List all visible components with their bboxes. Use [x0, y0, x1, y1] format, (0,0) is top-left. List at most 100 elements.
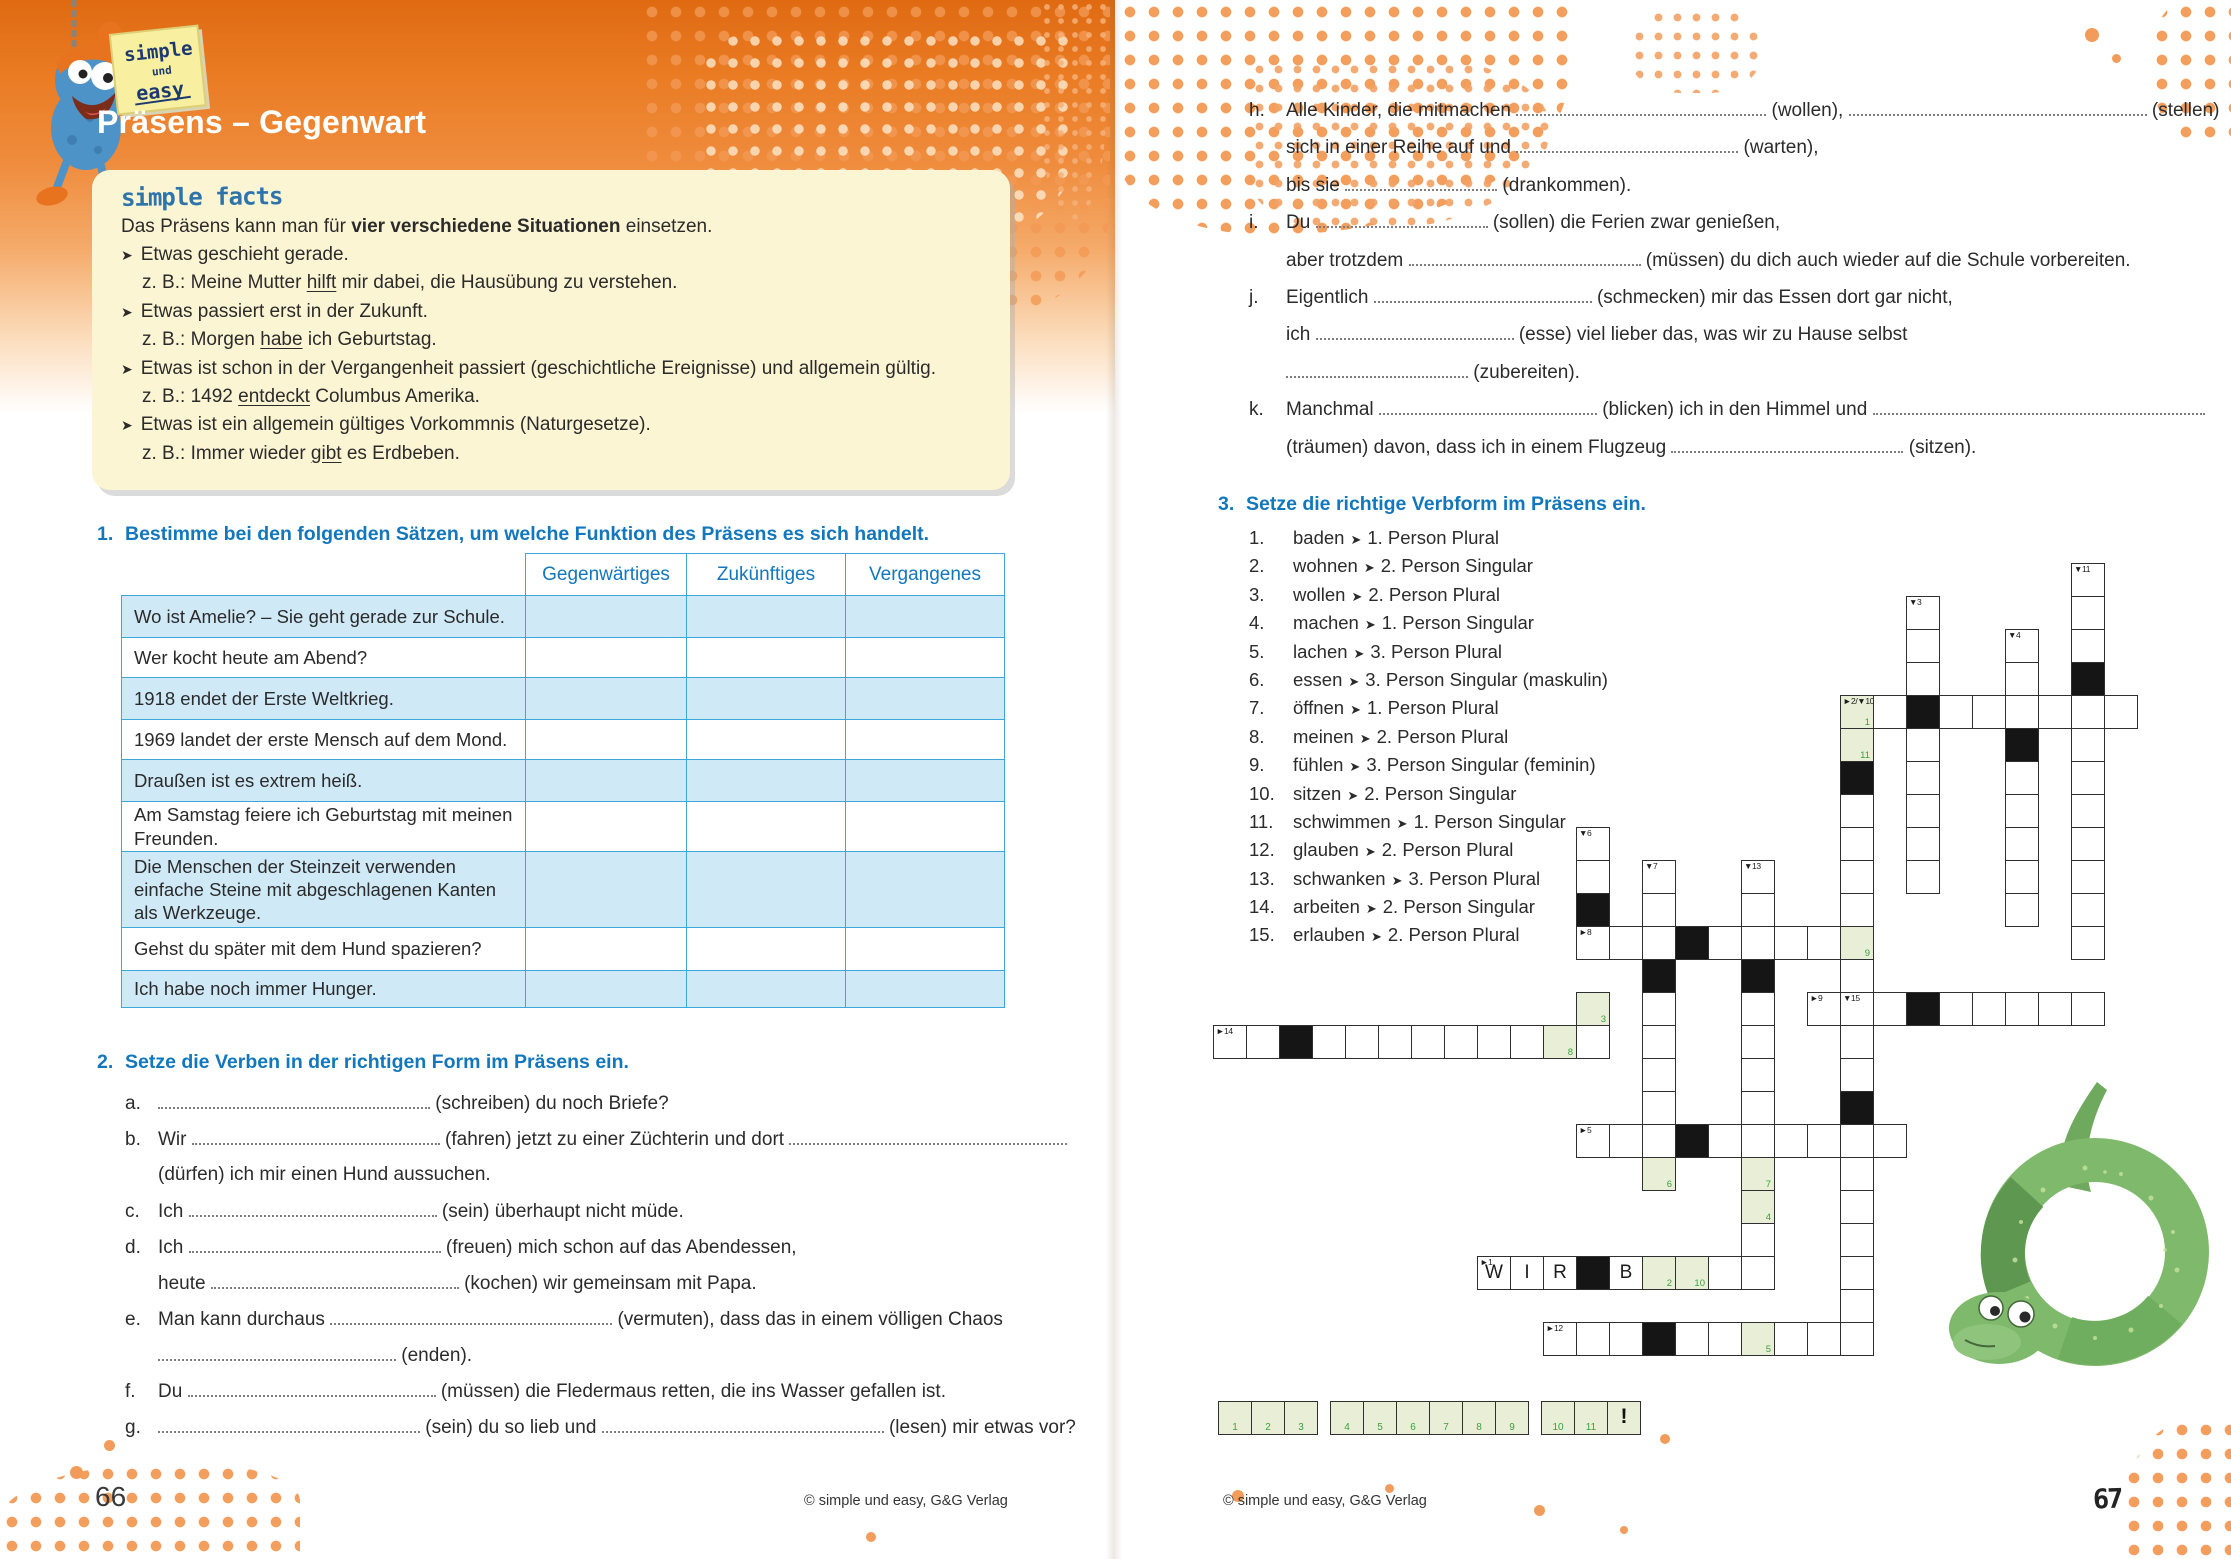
crossword-cell[interactable]: ►5 [1576, 1124, 1610, 1158]
table-answer-cell[interactable] [845, 677, 1005, 720]
crossword-cell[interactable] [1312, 1025, 1346, 1059]
crossword-cell[interactable] [1576, 1322, 1610, 1356]
blank-line[interactable] [1872, 398, 2205, 416]
crossword-cell[interactable] [1246, 1025, 1280, 1059]
crossword-cell[interactable]: ►12 [1543, 1322, 1577, 1356]
crossword-cell[interactable] [2005, 827, 2039, 861]
crossword-cell[interactable] [1642, 1058, 1676, 1092]
blank-line[interactable] [1671, 436, 1904, 453]
blank-line[interactable] [1516, 136, 1739, 154]
table-answer-cell[interactable] [525, 851, 687, 928]
crossword-cell[interactable] [1807, 926, 1841, 960]
table-answer-cell[interactable] [525, 677, 687, 720]
crossword-cell[interactable] [1708, 1256, 1742, 1290]
crossword-cell[interactable] [1741, 1025, 1775, 1059]
crossword-cell[interactable] [1774, 1322, 1808, 1356]
table-answer-cell[interactable] [686, 759, 846, 802]
blank-line[interactable] [1373, 286, 1592, 303]
crossword-cell[interactable]: ▼15 [1840, 992, 1874, 1026]
blank-line[interactable] [158, 1416, 420, 1433]
crossword-cell[interactable] [1840, 893, 1874, 927]
crossword-cell[interactable] [2071, 596, 2105, 630]
crossword-green-cell[interactable]: 5 [1741, 1322, 1775, 1356]
crossword-cell[interactable] [1972, 992, 2006, 1026]
table-answer-cell[interactable] [525, 595, 687, 638]
crossword-cell[interactable] [1576, 860, 1610, 894]
crossword-cell[interactable] [1378, 1025, 1412, 1059]
blank-line[interactable] [1516, 99, 1767, 116]
answer-strip-cell[interactable]: 9 [1495, 1401, 1529, 1435]
crossword-cell[interactable] [1840, 827, 1874, 861]
crossword-green-cell[interactable]: 8 [1543, 1025, 1577, 1059]
blank-line[interactable] [1848, 99, 2147, 116]
crossword-cell[interactable] [1708, 1322, 1742, 1356]
blank-line[interactable] [1408, 249, 1641, 266]
table-answer-cell[interactable] [525, 719, 687, 760]
blank-line[interactable] [158, 1092, 430, 1109]
crossword-cell[interactable] [1906, 827, 1940, 861]
crossword-cell[interactable] [1609, 1124, 1643, 1158]
crossword-cell[interactable] [1840, 1223, 1874, 1257]
crossword-green-cell[interactable]: 2 [1642, 1256, 1676, 1290]
crossword-cell[interactable] [1411, 1025, 1445, 1059]
blank-line[interactable] [330, 1308, 613, 1325]
crossword-cell[interactable]: ►9 [1807, 992, 1841, 1026]
crossword-cell[interactable] [2038, 992, 2072, 1026]
blank-line[interactable] [188, 1200, 437, 1217]
crossword-cell[interactable]: ▼6 [1576, 827, 1610, 861]
crossword-cell[interactable] [1840, 794, 1874, 828]
blank-line[interactable] [188, 1236, 441, 1253]
crossword-cell[interactable] [1741, 926, 1775, 960]
crossword-cell[interactable] [1675, 1322, 1709, 1356]
crossword-cell[interactable] [1906, 860, 1940, 894]
crossword-cell[interactable] [1840, 860, 1874, 894]
crossword-cell[interactable] [1642, 992, 1676, 1026]
answer-strip-cell[interactable]: 4 [1330, 1401, 1364, 1435]
crossword-cell[interactable] [2071, 794, 2105, 828]
table-answer-cell[interactable] [686, 801, 846, 852]
table-answer-cell[interactable] [686, 595, 846, 638]
crossword-cell[interactable] [2071, 761, 2105, 795]
crossword-cell[interactable] [1906, 662, 1940, 696]
blank-line[interactable] [1315, 211, 1488, 229]
crossword-cell[interactable] [2005, 992, 2039, 1026]
answer-strip-cell[interactable]: 3 [1284, 1401, 1318, 1435]
crossword-cell[interactable] [1642, 1091, 1676, 1125]
crossword-cell[interactable] [2005, 662, 2039, 696]
answer-strip-cell[interactable]: 1 [1218, 1401, 1252, 1435]
crossword-cell[interactable] [1840, 959, 1874, 993]
crossword-cell[interactable] [1906, 629, 1940, 663]
answer-strip-cell[interactable]: 10 [1541, 1401, 1575, 1435]
answer-strip-cell[interactable]: 2 [1251, 1401, 1285, 1435]
crossword-cell[interactable] [2038, 695, 2072, 729]
crossword-cell[interactable] [1708, 1124, 1742, 1158]
table-answer-cell[interactable] [686, 851, 846, 928]
blank-line[interactable] [1315, 323, 1514, 341]
crossword-cell[interactable] [1939, 695, 1973, 729]
crossword-green-cell[interactable]: 7 [1741, 1157, 1775, 1191]
table-answer-cell[interactable] [525, 637, 687, 678]
crossword-cell[interactable] [1444, 1025, 1478, 1059]
crossword-cell[interactable] [2005, 695, 2039, 729]
crossword-cell[interactable] [1741, 1124, 1775, 1158]
crossword-cell[interactable] [1609, 926, 1643, 960]
crossword-cell[interactable] [2104, 695, 2138, 729]
blank-line[interactable] [601, 1416, 884, 1433]
crossword-cell[interactable] [2071, 629, 2105, 663]
blank-line[interactable] [158, 1344, 396, 1361]
table-answer-cell[interactable] [686, 927, 846, 971]
blank-line[interactable] [1378, 398, 1597, 416]
crossword-green-cell[interactable]: 11 [1840, 728, 1874, 762]
crossword-cell[interactable] [1642, 926, 1676, 960]
crossword-cell[interactable] [1972, 695, 2006, 729]
blank-line[interactable] [1286, 361, 1468, 378]
crossword-cell[interactable] [1345, 1025, 1379, 1059]
table-answer-cell[interactable] [845, 851, 1005, 928]
crossword-cell[interactable]: I [1510, 1256, 1544, 1290]
crossword-cell[interactable] [1774, 1124, 1808, 1158]
crossword-cell[interactable] [1906, 794, 1940, 828]
answer-strip-cell[interactable]: 5 [1363, 1401, 1397, 1435]
crossword-cell[interactable] [1840, 1289, 1874, 1323]
crossword-cell[interactable] [2005, 860, 2039, 894]
crossword-cell[interactable] [1840, 1256, 1874, 1290]
